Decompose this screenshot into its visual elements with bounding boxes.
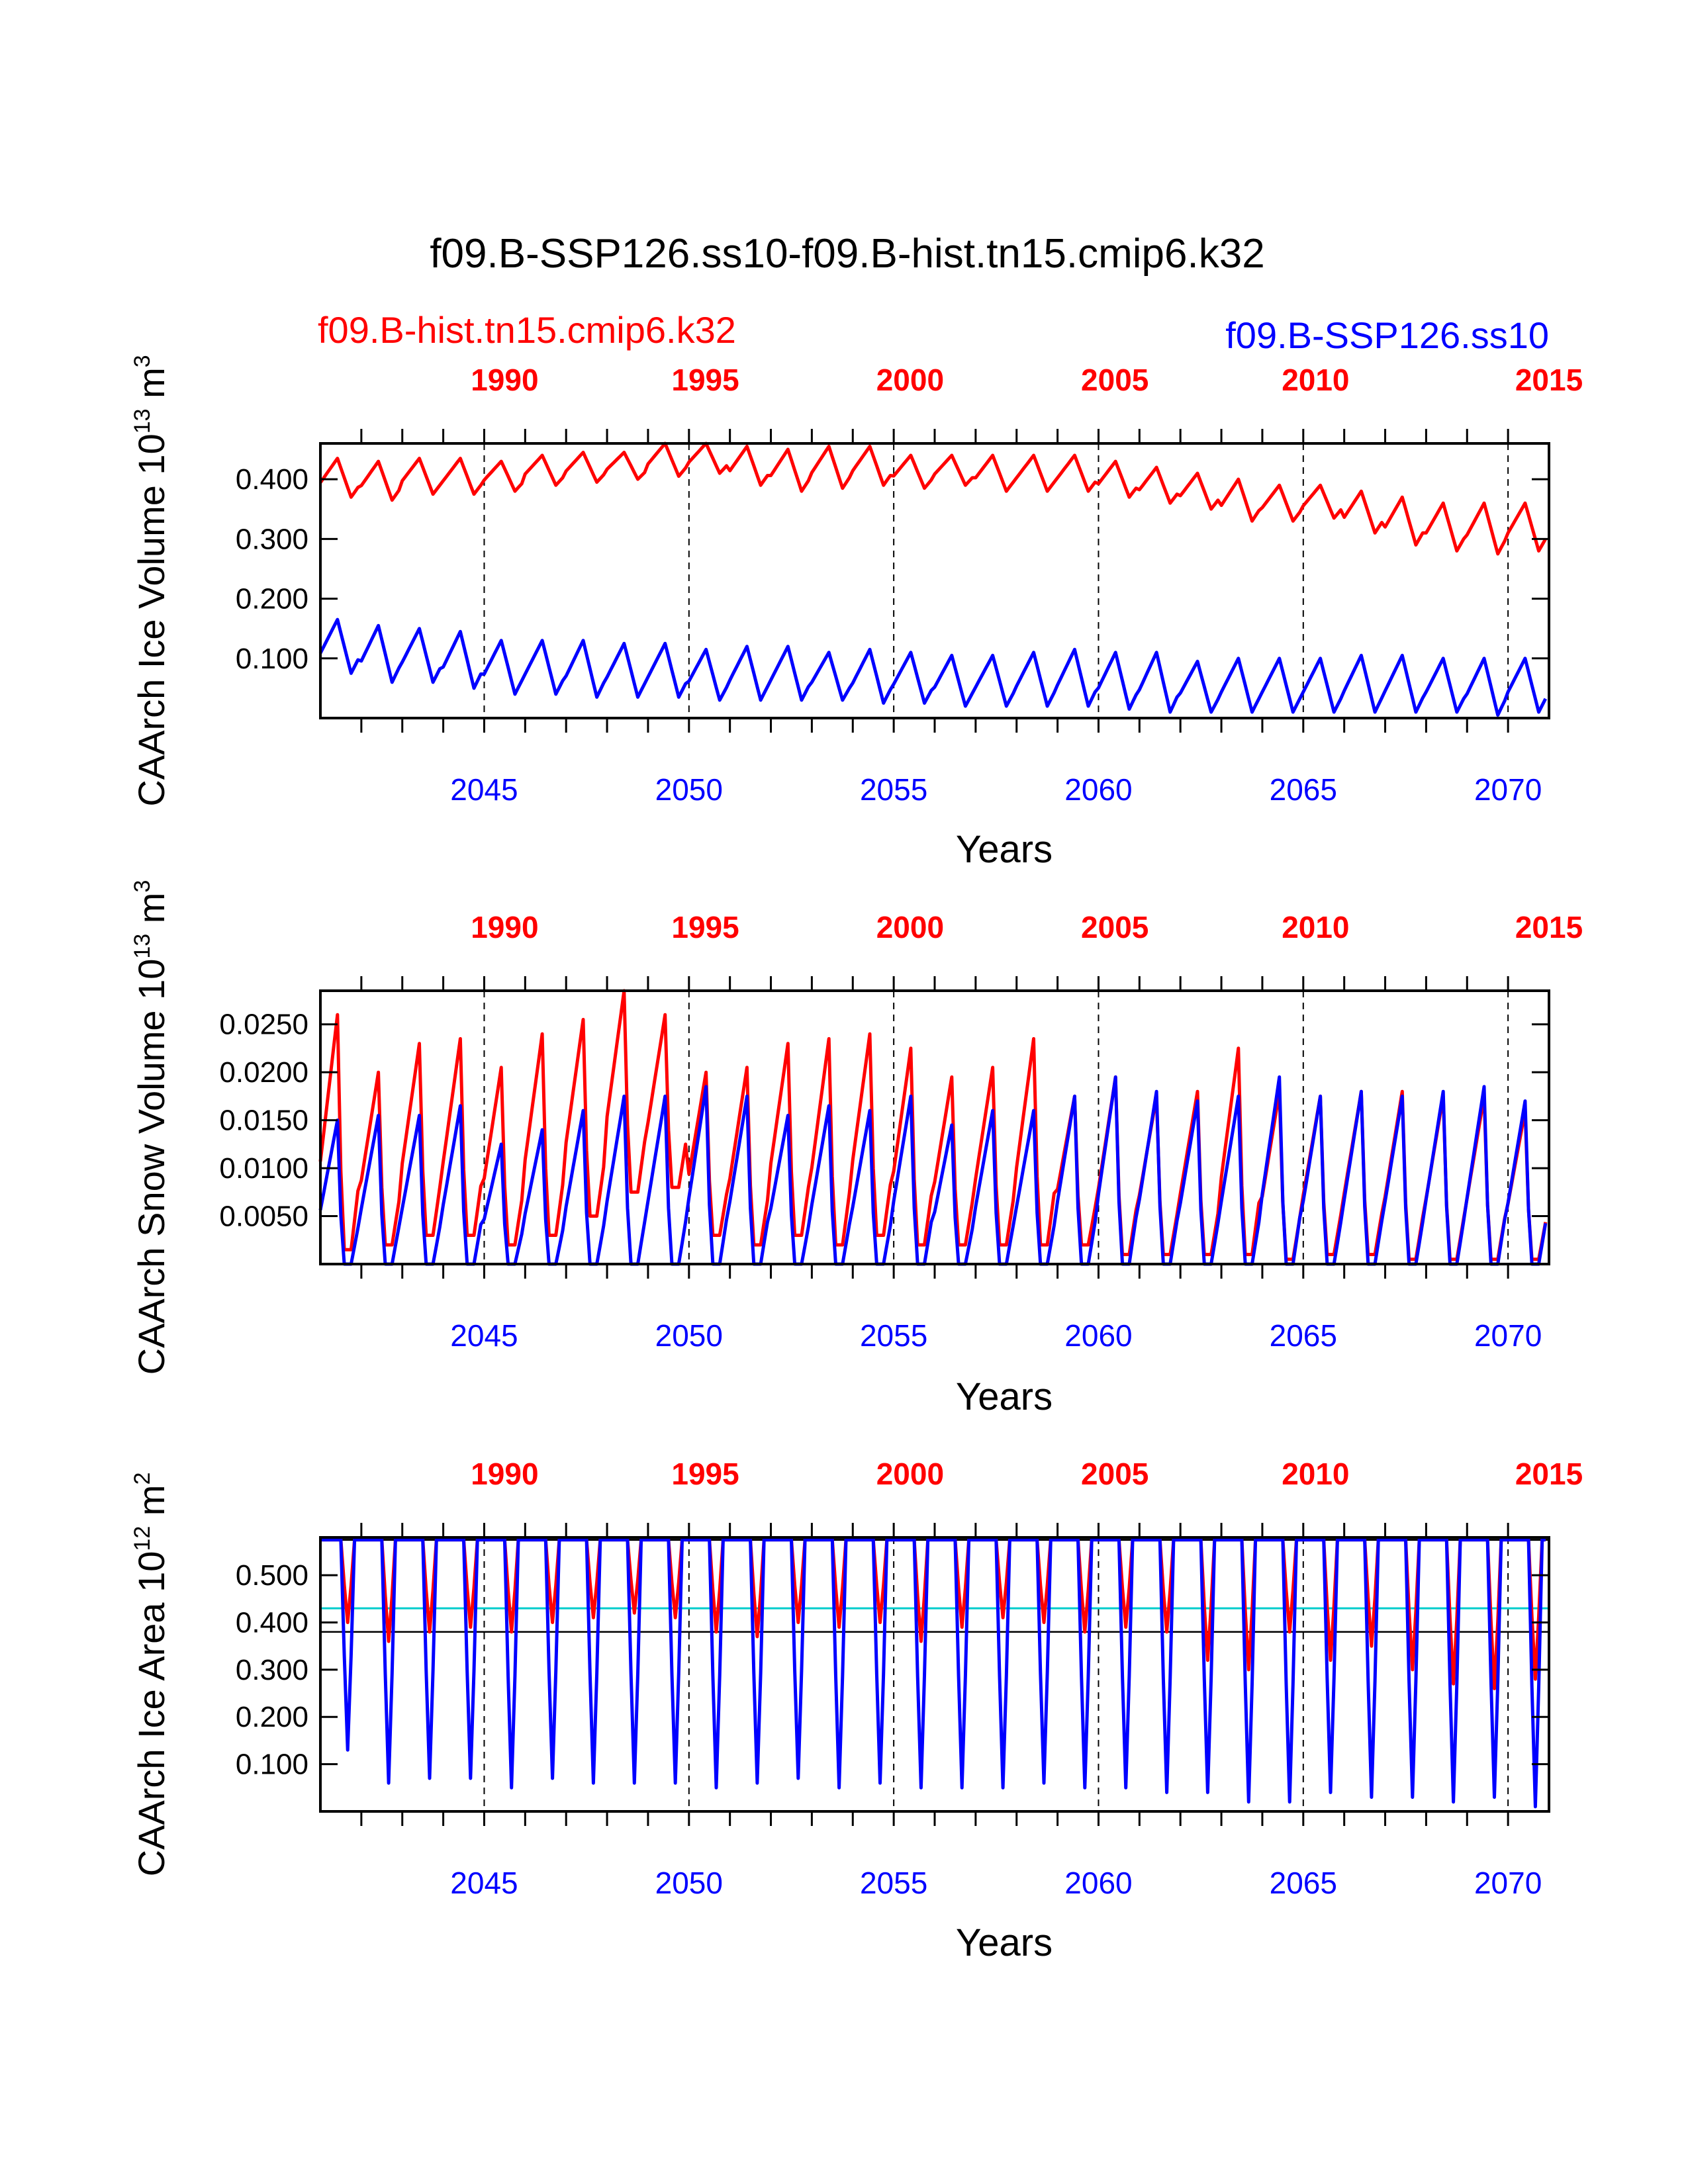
x-tick-label-bottom: 2060	[1064, 1318, 1132, 1353]
y-axis-label: CAArch Ice Area 1012 m2	[130, 1473, 172, 1877]
x-tick-label-bottom: 2055	[860, 772, 927, 807]
x-tick-label-bottom: 2045	[450, 1318, 518, 1353]
plot-frame	[319, 442, 1550, 719]
y-tick-label: 0.300	[236, 1654, 308, 1686]
x-tick-label-top: 1990	[471, 910, 538, 944]
y-tick-label: 0.0150	[219, 1105, 308, 1137]
panel-3: 0.100 0.200 0.300 0.400 0.500 2045 2050 2055 206…	[130, 1457, 1583, 1964]
x-tick-label-top: 1990	[471, 1457, 538, 1491]
legend-ssp-case: f09.B-SSP126.ss10	[1225, 314, 1549, 356]
y-axis-label: CAArch Ice Volume 1013 m3	[130, 355, 172, 806]
panel-1: 0.100 0.200 0.300 0.400 2045 2050 2055 2060 2065…	[130, 355, 1583, 871]
y-tick-label: 0.400	[236, 463, 308, 496]
x-tick-label-bottom: 2055	[860, 1866, 927, 1900]
x-tick-label-bottom: 2065	[1270, 1866, 1337, 1900]
x-tick-label-bottom: 2050	[655, 1318, 723, 1353]
x-tick-label-top: 1995	[671, 363, 739, 397]
x-tick-label-bottom: 2070	[1474, 1318, 1542, 1353]
x-tick-label-top: 1995	[671, 910, 739, 944]
x-tick-label-top: 2005	[1081, 1457, 1149, 1491]
x-tick-label-bottom: 2055	[860, 1318, 927, 1353]
x-tick-label-top: 2010	[1282, 1457, 1349, 1491]
y-tick-label: 0.300	[236, 523, 308, 555]
x-tick-label-top: 1995	[671, 1457, 739, 1491]
panel-2: 0.0050 0.0100 0.0150 0.0200 0.0250 2045 2050 20…	[130, 880, 1583, 1418]
x-tick-label-bottom: 2045	[450, 772, 518, 807]
x-tick-label-top: 2010	[1282, 363, 1349, 397]
x-tick-label-top: 2005	[1081, 363, 1149, 397]
series-line-ssp	[318, 617, 1548, 717]
legend-hist-case: f09.B-hist.tn15.cmip6.k32	[318, 309, 736, 351]
series-line-hist	[318, 441, 1547, 556]
figure-title: f09.B-SSP126.ss10-f09.B-hist.tn15.cmip6.…	[430, 231, 1264, 277]
x-tick-label-bottom: 2065	[1270, 1318, 1337, 1353]
x-tick-label-bottom: 2050	[655, 1866, 723, 1900]
y-tick-label: 0.500	[236, 1559, 308, 1592]
y-tick-label: 0.100	[236, 643, 308, 675]
y-tick-label: 0.0100	[219, 1152, 308, 1185]
x-tick-label-bottom: 2060	[1064, 1866, 1132, 1900]
series-line-ssp	[320, 1538, 1546, 1809]
y-tick-label: 0.400	[236, 1606, 308, 1639]
x-tick-label-top: 2005	[1081, 910, 1149, 944]
panels-group: 0.100 0.200 0.300 0.400 2045 2050 2055 2060 2065…	[130, 355, 1583, 1964]
x-tick-label-bottom: 2070	[1474, 1866, 1542, 1900]
x-axis-label: Years	[956, 1921, 1053, 1964]
x-tick-label-top: 2015	[1515, 910, 1583, 944]
x-tick-label-top: 2000	[876, 1457, 944, 1491]
x-axis-label: Years	[956, 828, 1053, 871]
x-tick-label-top: 1990	[471, 363, 538, 397]
series-line-ssp	[318, 1075, 1548, 1266]
x-tick-label-bottom: 2045	[450, 1866, 518, 1900]
x-tick-label-top: 2000	[876, 363, 944, 397]
x-tick-label-bottom: 2065	[1270, 772, 1337, 807]
x-tick-label-top: 2000	[876, 910, 944, 944]
y-tick-label: 0.0250	[219, 1009, 308, 1041]
x-tick-label-bottom: 2050	[655, 772, 723, 807]
y-tick-label: 0.0200	[219, 1056, 308, 1089]
x-axis-label: Years	[956, 1375, 1053, 1418]
x-tick-label-top: 2015	[1515, 1457, 1583, 1491]
x-tick-label-bottom: 2060	[1064, 772, 1132, 807]
x-tick-label-top: 2010	[1282, 910, 1349, 944]
y-tick-label: 0.200	[236, 583, 308, 615]
y-tick-label: 0.0050	[219, 1201, 308, 1233]
x-tick-label-bottom: 2070	[1474, 772, 1542, 807]
y-axis-label: CAArch Snow Volume 1013 m3	[130, 880, 172, 1375]
y-tick-label: 0.200	[236, 1701, 308, 1733]
x-tick-label-top: 2015	[1515, 363, 1583, 397]
y-tick-label: 0.100	[236, 1749, 308, 1781]
